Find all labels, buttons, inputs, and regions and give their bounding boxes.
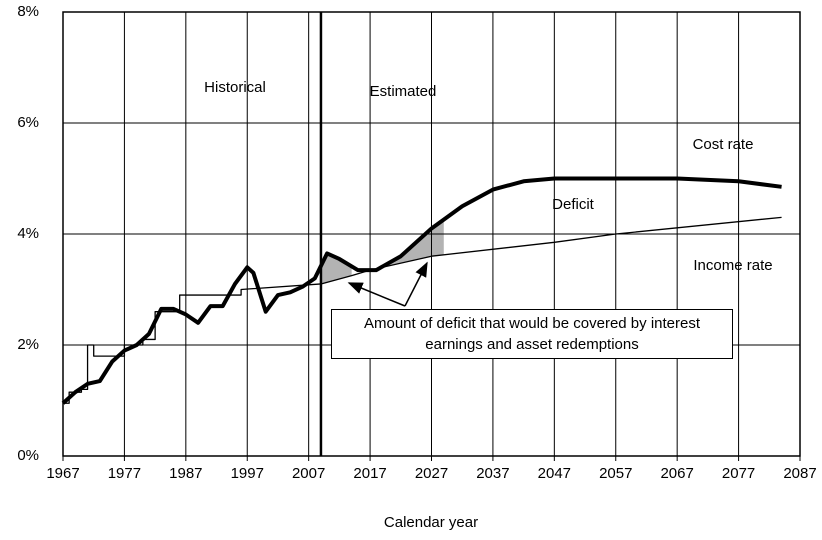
shaded-area (320, 253, 352, 284)
series-line (63, 216, 782, 404)
x-tick-label: 2077 (722, 465, 755, 482)
x-axis-title: Calendar year (384, 514, 478, 531)
arrow (404, 261, 428, 307)
x-tick-label: 1967 (46, 465, 79, 482)
x-tick-label: 2057 (599, 465, 632, 482)
x-tick-label: 2007 (292, 465, 325, 482)
y-tick-label: 6% (17, 114, 39, 131)
x-tick-label: 1987 (169, 465, 202, 482)
annotation: Estimated (370, 83, 437, 100)
x-tick-label: 2067 (660, 465, 693, 482)
x-tick-label: 1977 (108, 465, 141, 482)
y-tick-label: 0% (17, 447, 39, 464)
plot-border (62, 11, 801, 457)
y-tick-label: 4% (17, 225, 39, 242)
y-tick-label: 8% (17, 3, 39, 20)
annotation-box: Amount of deficit that would be covered … (331, 309, 733, 359)
x-tick-label: 2027 (415, 465, 448, 482)
series-label: Cost rate (693, 136, 754, 153)
annotation: Deficit (552, 196, 595, 213)
x-tick-label: 2047 (538, 465, 571, 482)
arrow (347, 282, 406, 307)
x-tick-label: 2037 (476, 465, 509, 482)
x-tick-label: 1997 (231, 465, 264, 482)
y-tick-label: 2% (17, 336, 39, 353)
series-label: Income rate (693, 257, 772, 274)
x-tick-label: 2017 (353, 465, 386, 482)
annotation: Historical (204, 79, 266, 96)
x-tick-label: 2087 (783, 465, 816, 482)
series-line (61, 176, 782, 405)
